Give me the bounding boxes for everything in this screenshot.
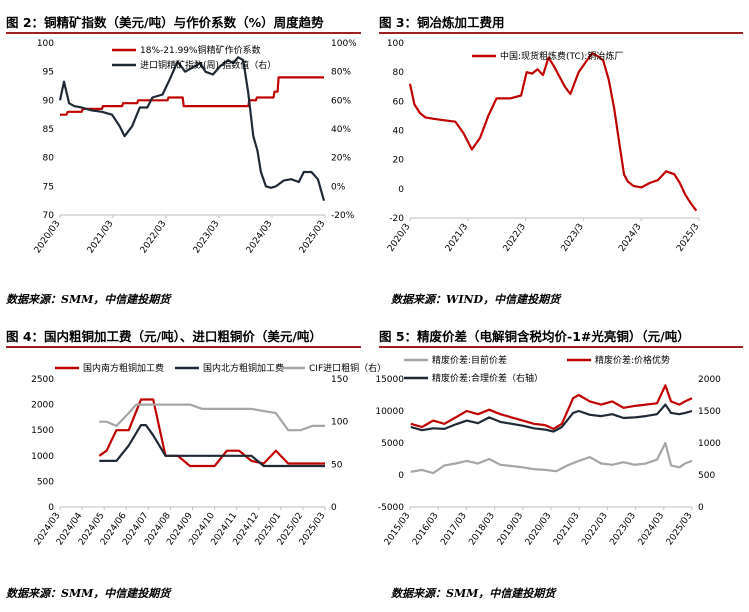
fig5-y2tick: 1000 bbox=[698, 439, 721, 449]
fig2-ytick: 85 bbox=[43, 125, 54, 135]
fig5-xtick: 2022/03 bbox=[580, 511, 610, 547]
fig5-xtick: 2015/03 bbox=[383, 511, 413, 547]
fig3-ytick: 100 bbox=[387, 39, 404, 49]
fig5-xtick: 2018/03 bbox=[467, 511, 497, 547]
fig5-title: 图 5：精废价差（电解铜含税均价-1#光亮铜）（元/吨） bbox=[379, 329, 690, 344]
fig3-legend-label: 中国:现货粗炼费(TC):铜冶炼厂 bbox=[500, 50, 623, 62]
fig5-y2tick: 1500 bbox=[698, 407, 721, 417]
fig4-series-line-2 bbox=[99, 423, 325, 468]
fig4-legend-label: 国内南方粗铜加工费 bbox=[83, 362, 164, 374]
fig2-ytick: 80 bbox=[43, 154, 55, 164]
fig2-ytick: 70 bbox=[43, 211, 55, 221]
fig3-xtick: 2025/3 bbox=[675, 222, 701, 254]
fig3-ytick: 20 bbox=[393, 156, 405, 166]
fig5-ytick: 10000 bbox=[375, 407, 404, 417]
fig4-ytick: 500 bbox=[37, 477, 54, 487]
fig5-xtick: 2017/03 bbox=[439, 511, 469, 547]
fig2-ytick: 75 bbox=[43, 182, 54, 192]
fig2-y2tick: 40% bbox=[331, 125, 351, 135]
fig5-xtick: 2021/03 bbox=[552, 511, 582, 547]
fig2-ytick: 100 bbox=[37, 39, 54, 49]
fig3-ytick: 60 bbox=[393, 97, 405, 107]
fig4-title: 图 4：国内粗铜加工费（元/吨）、进口粗铜价（美元/吨） bbox=[6, 329, 322, 344]
fig4-ytick: 2500 bbox=[31, 375, 54, 385]
fig4-series-line-3 bbox=[99, 403, 325, 432]
fig2-source: 数据来源：SMM，中信建投期货 bbox=[6, 293, 171, 306]
fig2-y2tick: 100% bbox=[331, 39, 357, 49]
fig5-xtick: 2016/03 bbox=[411, 511, 441, 547]
fig5-ytick: 0 bbox=[398, 471, 404, 481]
fig2-rule bbox=[6, 32, 361, 34]
fig5-xtick: 2025/03 bbox=[665, 511, 695, 547]
fig5-y2tick: 0 bbox=[698, 503, 704, 513]
fig5-legend-label: 精废价差:合理价差（右轴） bbox=[432, 372, 543, 384]
fig2-xtick: 2021/03 bbox=[86, 219, 116, 255]
fig3-rule bbox=[379, 32, 743, 34]
fig5-legend-label: 精废价差:价格优势 bbox=[595, 354, 670, 366]
fig4-ytick: 0 bbox=[48, 503, 54, 513]
fig5-xtick: 2023/03 bbox=[608, 511, 638, 547]
fig5-series-line-1 bbox=[410, 441, 693, 475]
fig2-xtick: 2023/03 bbox=[192, 219, 222, 255]
fig5-source: 数据来源：SMM，中信建投期货 bbox=[391, 587, 556, 600]
fig4-y2tick: 0 bbox=[331, 503, 337, 513]
fig4-series-line-1 bbox=[98, 398, 325, 468]
fig4-y2tick: 100 bbox=[331, 418, 348, 428]
fig4-source: 数据来源：SMM，中信建投期货 bbox=[6, 587, 171, 600]
fig5-ytick: -5000 bbox=[378, 503, 404, 513]
fig5-y2tick: 500 bbox=[698, 471, 715, 481]
fig5-xtick: 2019/03 bbox=[496, 511, 526, 547]
fig5-legend-label: 精废价差:目前价差 bbox=[432, 354, 507, 366]
fig5-xtick: 2024/03 bbox=[637, 511, 667, 547]
fig5-ytick: 15000 bbox=[375, 375, 404, 385]
fig2-xtick: 2022/03 bbox=[139, 219, 169, 255]
fig2-y2tick: 0% bbox=[331, 182, 346, 192]
fig3-xtick: 2022/3 bbox=[502, 222, 528, 254]
fig3-title: 图 3：铜冶炼加工费用 bbox=[379, 15, 505, 30]
fig2-ytick: 95 bbox=[43, 68, 54, 78]
fig2-legend-label: 18%-21.99%铜精矿作价系数 bbox=[140, 44, 261, 56]
fig3-xtick: 2021/3 bbox=[444, 222, 470, 254]
fig4-chart: 050010001500200025000501001502024/032024… bbox=[31, 362, 386, 547]
fig4-legend-label: 国内北方粗铜加工费 bbox=[203, 362, 284, 374]
fig2-ytick: 90 bbox=[43, 96, 55, 106]
fig3-chart: -20 0 20 40 60 80 100 2020/3 2021/3 2022/3 2023/3 2… bbox=[386, 39, 701, 254]
fig4-ytick: 2000 bbox=[31, 401, 54, 411]
fig3-ytick: 80 bbox=[393, 68, 405, 78]
fig2-series-line-2 bbox=[58, 56, 326, 202]
fig2-y2tick: -20% bbox=[331, 211, 355, 221]
fig4-ytick: 1000 bbox=[31, 452, 54, 462]
fig2-y2tick: 20% bbox=[331, 154, 351, 164]
fig5-xtick: 2020/03 bbox=[524, 511, 554, 547]
fig4-legend-label: CIF进口粗铜（右） bbox=[309, 362, 386, 374]
fig4-y2tick: 150 bbox=[331, 375, 348, 385]
fig2-xtick: 2024/03 bbox=[245, 219, 275, 255]
fig3-ytick: 40 bbox=[393, 127, 405, 137]
fig5-series-line-3 bbox=[410, 403, 693, 433]
fig5-y2tick: 2000 bbox=[698, 375, 721, 385]
fig3-ytick: -20 bbox=[389, 214, 404, 224]
fig5-rule bbox=[379, 346, 743, 348]
fig4-rule bbox=[6, 346, 361, 348]
fig4-ytick: 1500 bbox=[31, 426, 54, 436]
fig4-y2tick: 50 bbox=[331, 460, 343, 470]
fig3-xtick: 2024/3 bbox=[617, 222, 643, 254]
fig2-legend-label: 进口铜精矿指数(周)-指数值（右） bbox=[140, 59, 276, 71]
fig3-xtick: 2020/3 bbox=[386, 222, 412, 254]
fig2-y2tick: 60% bbox=[331, 96, 351, 106]
fig3-xtick: 2023/3 bbox=[559, 222, 585, 254]
fig2-xtick: 2025/03 bbox=[298, 219, 328, 255]
fig3-ytick: 0 bbox=[398, 185, 404, 195]
fig3-source: 数据来源：WIND，中信建投期货 bbox=[391, 293, 561, 306]
fig2-xtick: 2020/03 bbox=[33, 219, 63, 255]
fig5-ytick: 5000 bbox=[381, 439, 404, 449]
fig5-chart: -5000 0 5000 10000 15000 0 500 1000 1500 2000 2015… bbox=[375, 354, 721, 547]
fig3-series-line-1 bbox=[408, 52, 698, 212]
fig5-series-line-2 bbox=[410, 384, 693, 431]
fig2-y2tick: 80% bbox=[331, 68, 351, 78]
fig2-chart: 70 75 80 85 90 95 100 -20% 0% 20% 40% 60% 80% 100% 202… bbox=[33, 39, 357, 255]
fig2-series-line-1 bbox=[60, 76, 324, 116]
fig2-title: 图 2：铜精矿指数（美元/吨）与作价系数（%）周度趋势 bbox=[6, 15, 324, 30]
